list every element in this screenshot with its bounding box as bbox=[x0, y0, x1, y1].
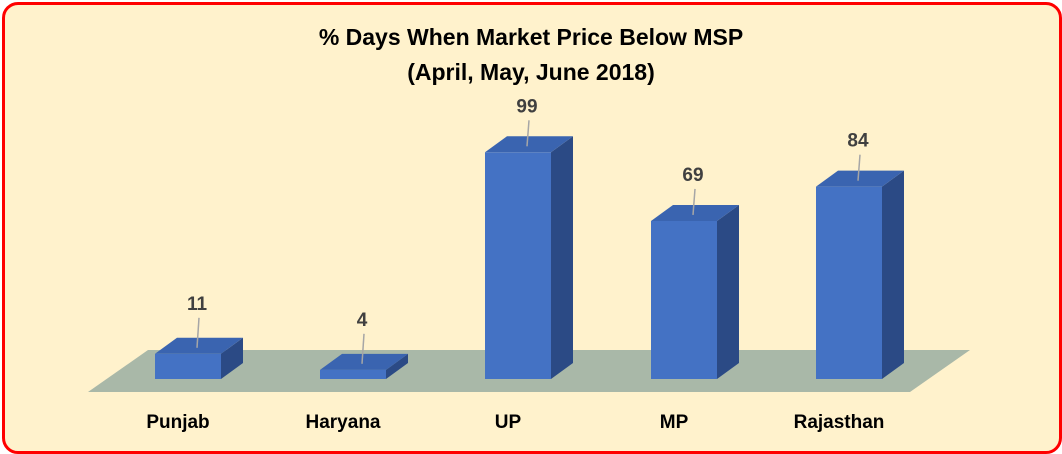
bar-side bbox=[717, 204, 739, 379]
chart-subtitle: (April, May, June 2018) bbox=[407, 59, 655, 85]
bar-top bbox=[816, 170, 904, 187]
category-label: MP bbox=[660, 412, 689, 433]
bar-front bbox=[816, 186, 882, 379]
labels-layer: 11 Punjab 4 Haryana 99 UP 69 MP 84 Rajasthan bbox=[146, 96, 884, 433]
leader-line bbox=[196, 317, 200, 348]
bar-front bbox=[320, 369, 386, 379]
bar-front bbox=[485, 152, 551, 379]
data-label: 84 bbox=[847, 131, 869, 152]
bar-front bbox=[155, 353, 221, 379]
bar-side bbox=[882, 170, 904, 379]
bar-haryana bbox=[320, 353, 408, 379]
data-label: 69 bbox=[682, 165, 703, 186]
bar-top bbox=[155, 337, 243, 354]
chart-title: % Days When Market Price Below MSP bbox=[319, 24, 743, 50]
bar-side bbox=[221, 337, 243, 379]
data-label: 99 bbox=[516, 96, 537, 117]
leader-line bbox=[692, 188, 696, 216]
bars-layer bbox=[155, 136, 904, 379]
bar-mp bbox=[651, 204, 739, 379]
bar-up bbox=[485, 136, 573, 379]
leader-line bbox=[526, 120, 530, 147]
data-label: 11 bbox=[187, 294, 208, 315]
bar-top bbox=[320, 353, 408, 370]
bar-rajasthan bbox=[816, 170, 904, 379]
bar-side bbox=[386, 353, 408, 379]
category-label: UP bbox=[495, 412, 522, 433]
leader-line bbox=[857, 154, 861, 181]
bar-top bbox=[651, 204, 739, 221]
category-label: Punjab bbox=[146, 412, 209, 433]
data-label: 4 bbox=[357, 310, 368, 331]
bar-top bbox=[485, 136, 573, 153]
bar-punjab bbox=[155, 337, 243, 379]
leader-line bbox=[361, 333, 365, 364]
category-label: Haryana bbox=[306, 412, 381, 433]
category-label: Rajasthan bbox=[794, 412, 885, 433]
bar-front bbox=[651, 220, 717, 379]
bar-side bbox=[551, 136, 573, 379]
